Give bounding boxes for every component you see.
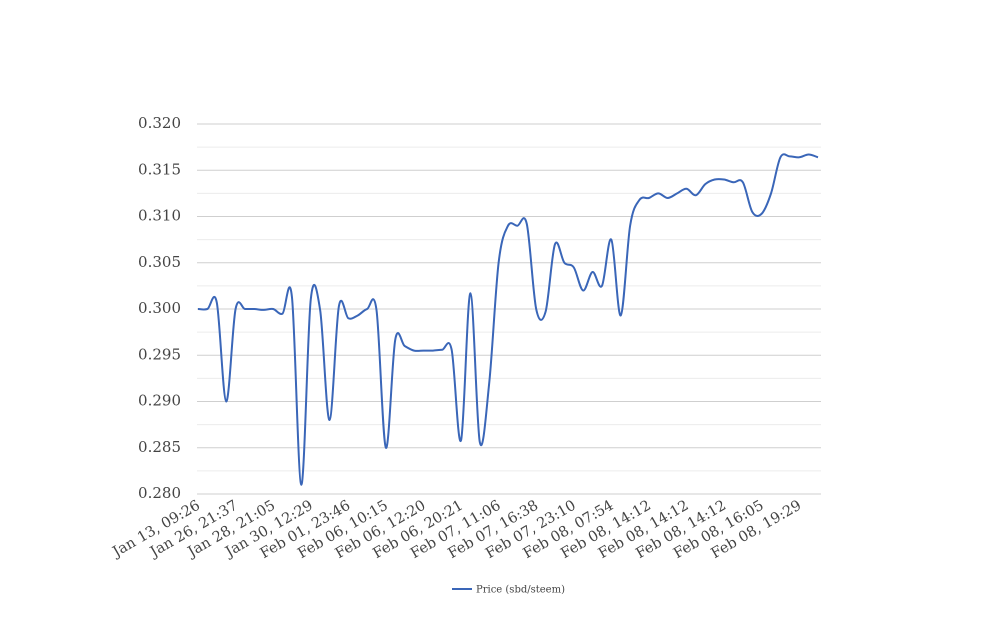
y-tick-label: 0.290 bbox=[138, 392, 181, 410]
y-tick-label: 0.310 bbox=[138, 207, 181, 225]
y-tick-label: 0.285 bbox=[138, 438, 181, 456]
y-tick-label: 0.280 bbox=[138, 484, 181, 502]
legend-label: Price (sbd/steem) bbox=[476, 585, 565, 596]
y-tick-label: 0.315 bbox=[138, 160, 181, 178]
price-line bbox=[197, 153, 819, 486]
y-tick-label: 0.295 bbox=[138, 345, 181, 363]
y-tick-label: 0.320 bbox=[138, 114, 181, 132]
y-tick-label: 0.300 bbox=[138, 299, 181, 317]
y-tick-label: 0.305 bbox=[138, 253, 181, 271]
